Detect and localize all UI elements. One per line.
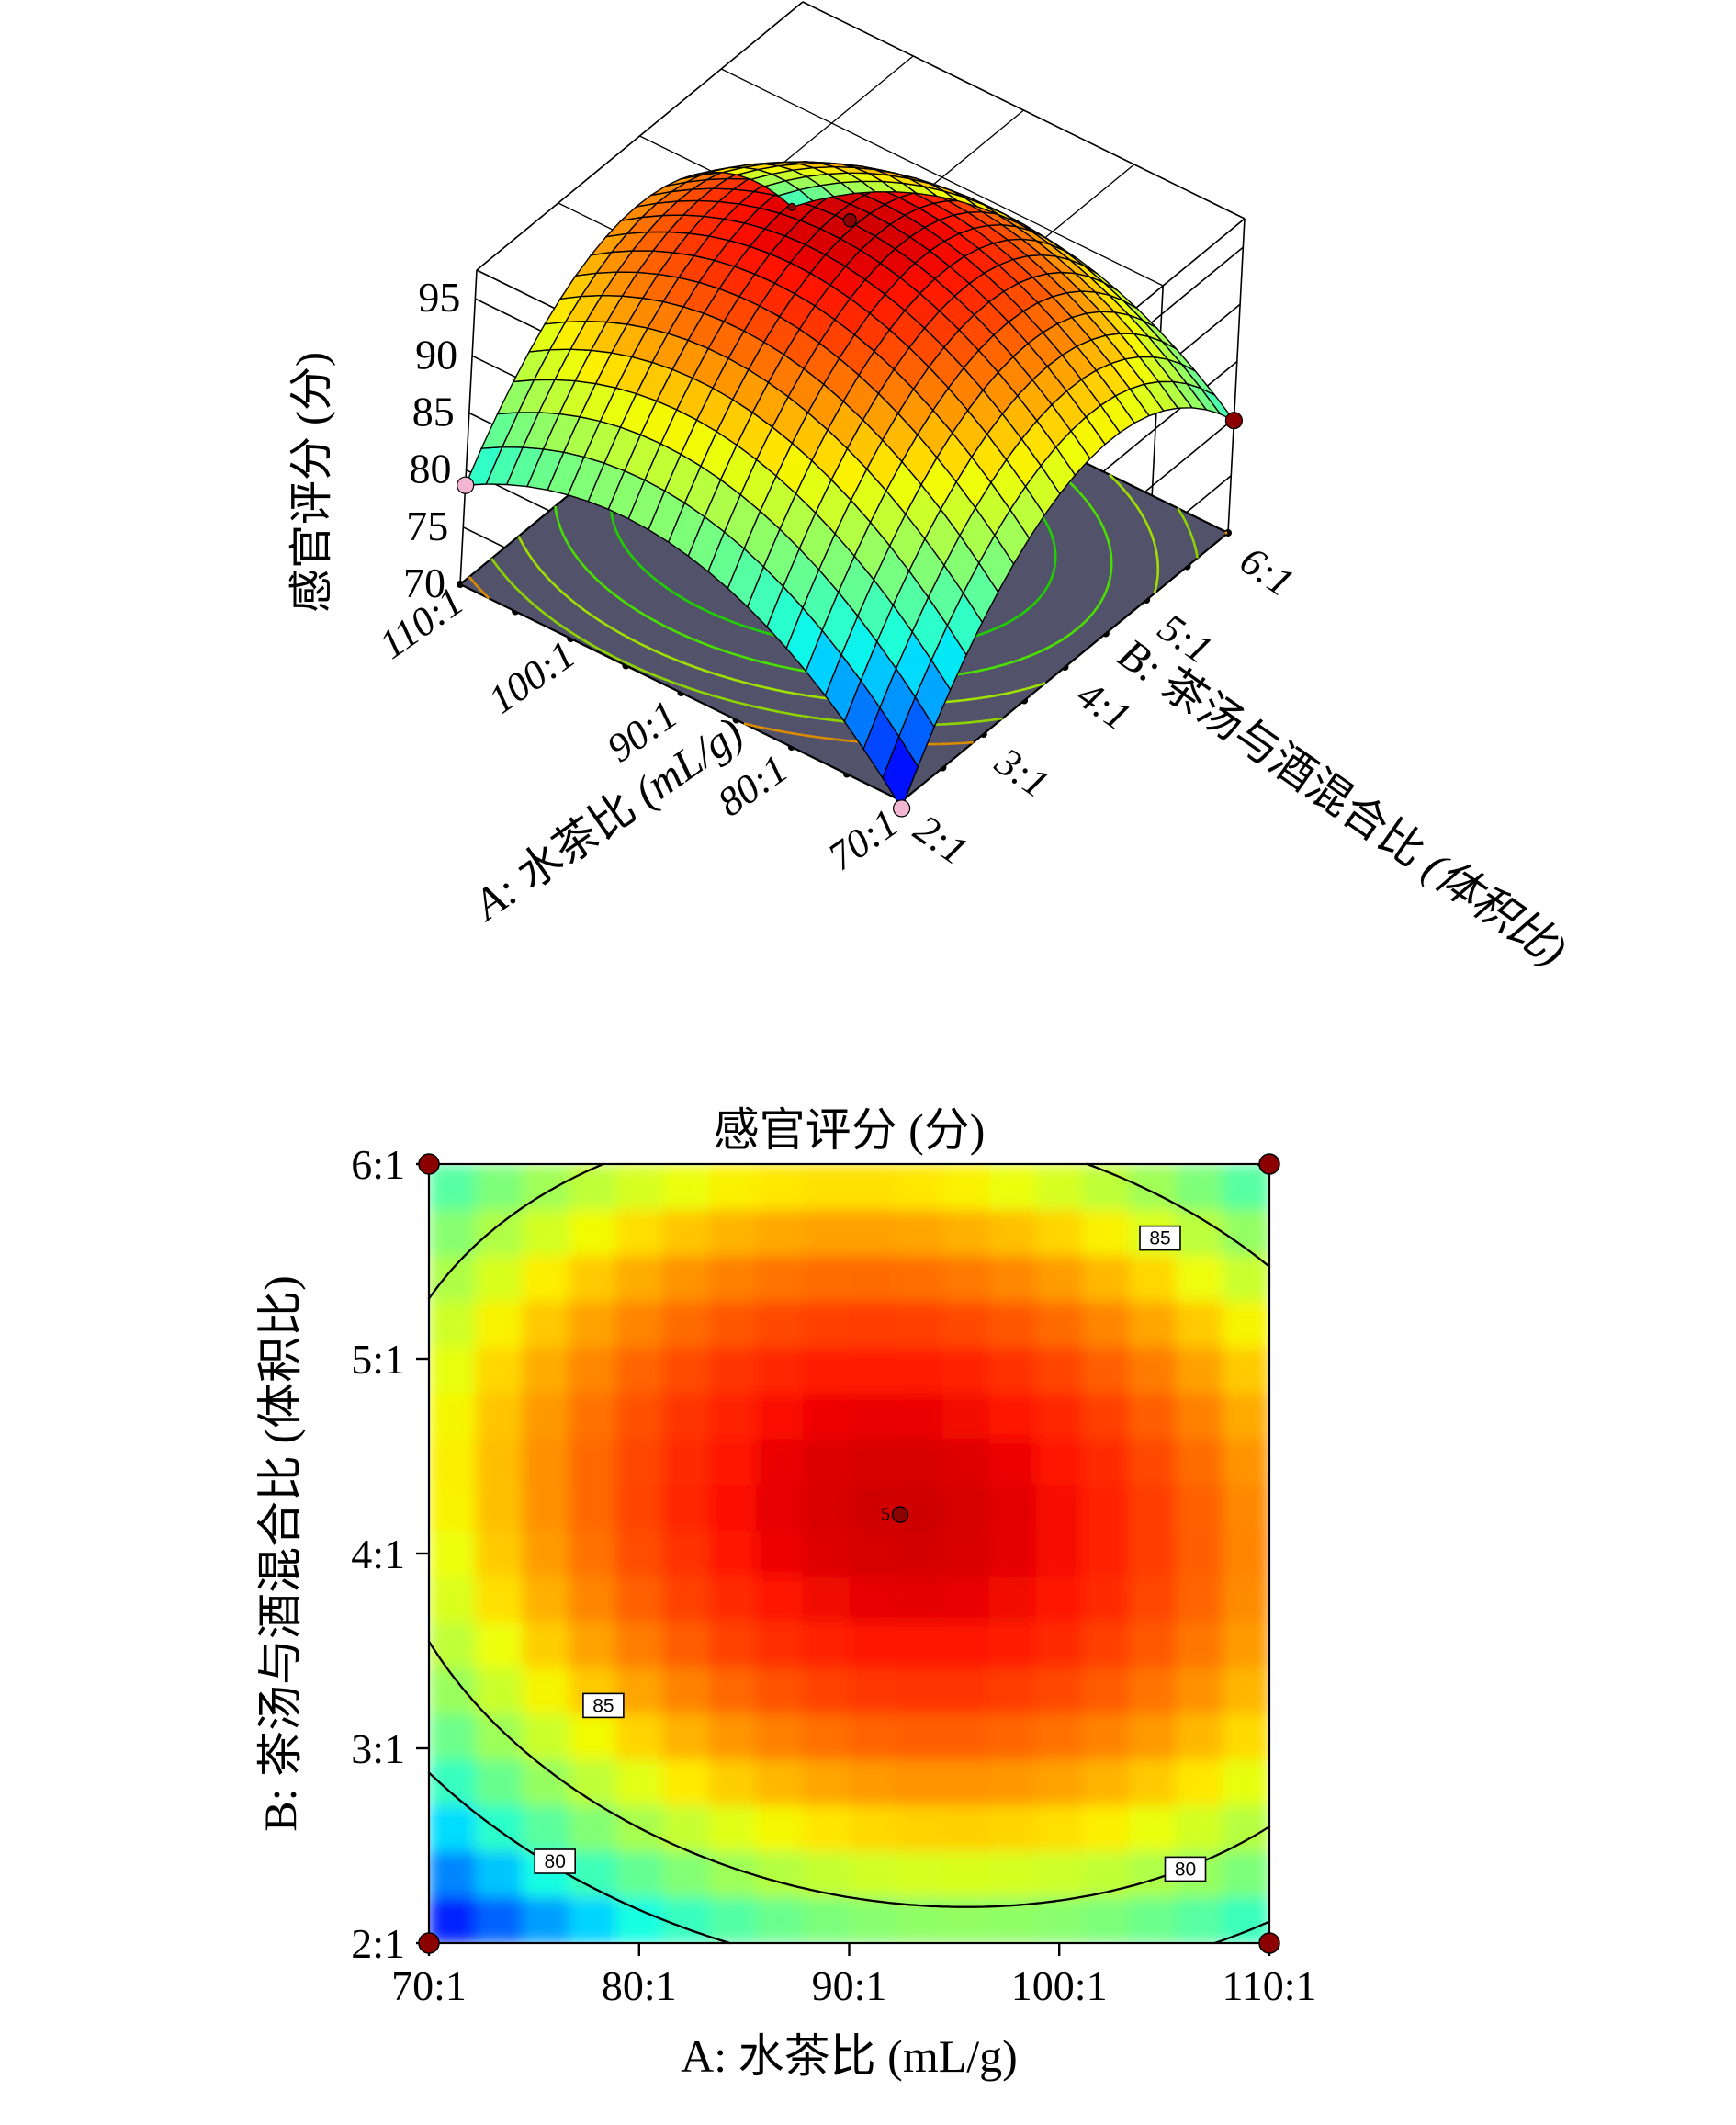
svg-text:85: 85	[412, 389, 455, 435]
svg-text:90: 90	[415, 331, 457, 378]
svg-text:80: 80	[410, 446, 452, 492]
svg-text:2:1: 2:1	[351, 1920, 405, 1967]
svg-text:80: 80	[545, 1851, 566, 1872]
svg-text:90:1: 90:1	[812, 1962, 887, 2009]
svg-text:70:1: 70:1	[391, 1962, 467, 2009]
svg-text:5: 5	[881, 1505, 890, 1525]
svg-text:80: 80	[1175, 1859, 1196, 1880]
svg-text:感官评分 (分): 感官评分 (分)	[287, 352, 336, 613]
svg-text:85: 85	[592, 1695, 614, 1716]
svg-text:110:1: 110:1	[1222, 1962, 1316, 2009]
svg-text:4:1: 4:1	[351, 1531, 405, 1577]
svg-text:B: 茶汤与酒混合比 (体积比): B: 茶汤与酒混合比 (体积比)	[254, 1275, 306, 1832]
svg-text:A: 水茶比 (mL/g): A: 水茶比 (mL/g)	[681, 2030, 1018, 2082]
svg-text:100:1: 100:1	[1011, 1962, 1108, 2009]
svg-text:95: 95	[418, 274, 460, 321]
svg-text:5:1: 5:1	[351, 1336, 405, 1383]
svg-text:75: 75	[406, 503, 448, 549]
svg-text:85: 85	[1149, 1228, 1170, 1249]
svg-text:6:1: 6:1	[351, 1141, 405, 1188]
svg-text:感官评分 (分): 感官评分 (分)	[714, 1104, 986, 1156]
svg-text:80:1: 80:1	[602, 1962, 677, 2009]
svg-text:3:1: 3:1	[351, 1725, 405, 1772]
